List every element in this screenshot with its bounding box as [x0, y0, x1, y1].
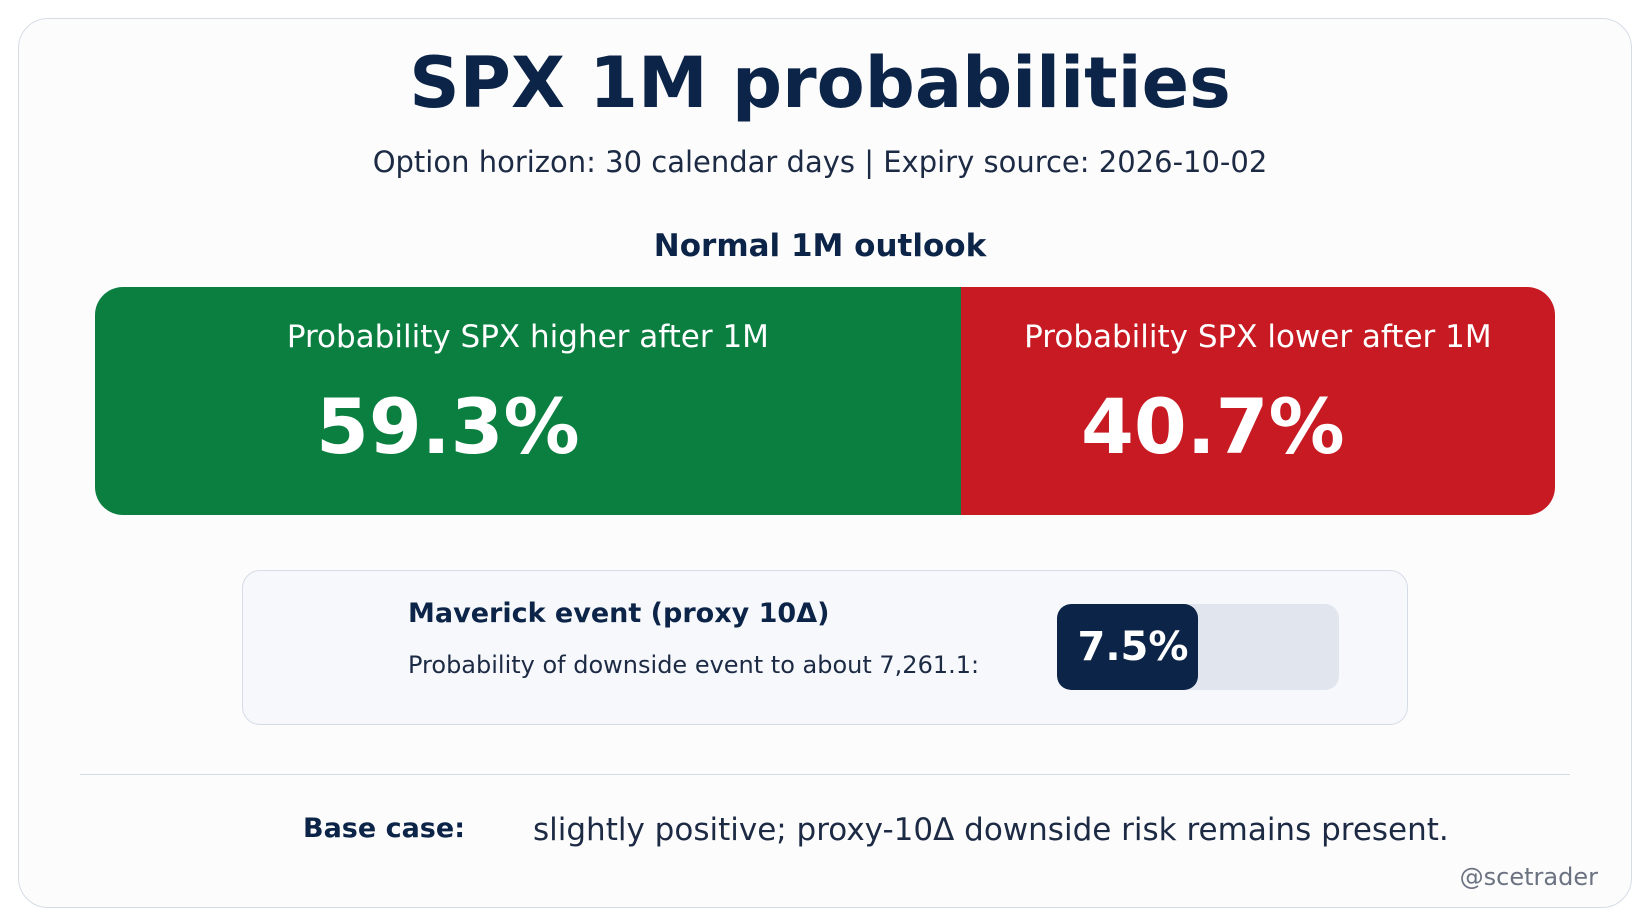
probability-split-bar: Probability SPX higher after 1M 59.3% Pr… — [95, 287, 1555, 515]
maverick-probability-fill — [1057, 604, 1198, 690]
divider — [80, 774, 1570, 775]
maverick-event-panel: Maverick event (proxy 10Δ) Probability o… — [242, 570, 1408, 725]
higher-probability-segment: Probability SPX higher after 1M 59.3% — [95, 287, 961, 515]
higher-probability-value: 59.3% — [316, 382, 580, 471]
lower-probability-label: Probability SPX lower after 1M — [1024, 319, 1492, 355]
lower-probability-segment: Probability SPX lower after 1M 40.7% — [960, 287, 1555, 515]
base-case-label: Base case: — [303, 813, 465, 844]
page-subtitle: Option horizon: 30 calendar days | Expir… — [372, 145, 1268, 179]
page-title: SPX 1M probabilities — [409, 42, 1231, 124]
higher-probability-label: Probability SPX higher after 1M — [286, 319, 769, 355]
maverick-event-title: Maverick event (proxy 10Δ) — [408, 598, 830, 629]
lower-probability-value: 40.7% — [1081, 382, 1345, 471]
maverick-probability-track: 7.5% — [1057, 604, 1339, 690]
author-handle: @scetrader — [1459, 863, 1598, 891]
outlook-title: Normal 1M outlook — [653, 228, 987, 264]
base-case-text: slightly positive; proxy-10Δ downside ri… — [533, 812, 1449, 848]
maverick-probability-value: 7.5% — [1077, 624, 1189, 670]
maverick-event-description: Probability of downside event to about 7… — [408, 651, 980, 679]
